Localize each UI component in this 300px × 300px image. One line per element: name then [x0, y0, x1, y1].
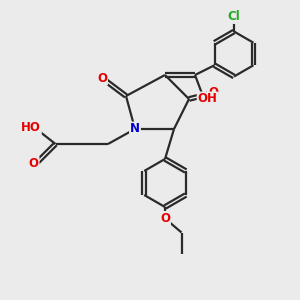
Text: O: O	[208, 86, 218, 100]
Text: O: O	[160, 212, 170, 225]
Text: O: O	[28, 157, 39, 170]
Text: HO: HO	[21, 121, 41, 134]
Text: N: N	[130, 122, 140, 136]
Text: Cl: Cl	[228, 10, 240, 23]
Text: OH: OH	[198, 92, 218, 106]
Text: O: O	[97, 71, 107, 85]
